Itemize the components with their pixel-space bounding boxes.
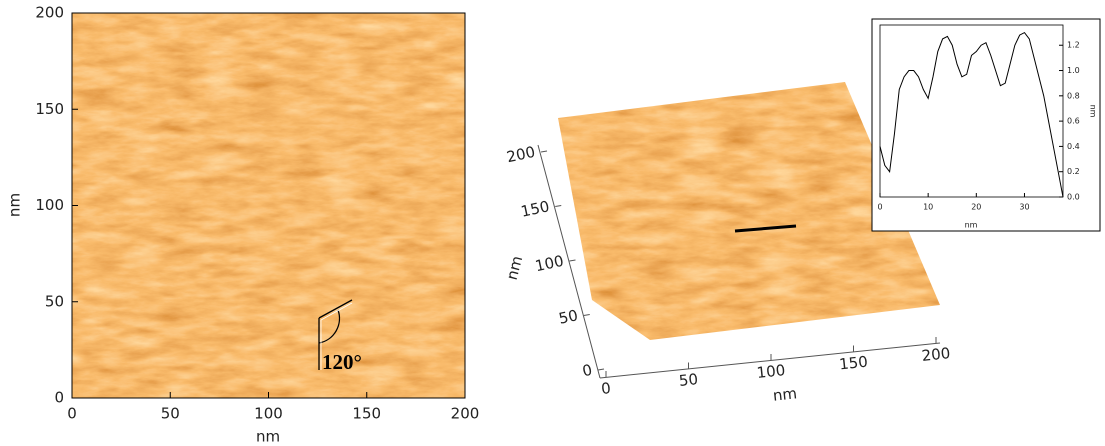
x-tick-label-3d: 50 (678, 370, 699, 390)
y-tick-3d (555, 206, 561, 207)
y-tick-label: 50 (45, 292, 64, 310)
x-tick-label-3d: 150 (838, 353, 868, 374)
x-tick-label: 100 (254, 405, 283, 423)
inset-x-tick-label: 30 (1019, 203, 1029, 212)
inset-y-label: nm (1089, 105, 1098, 118)
y-tick-label-3d: 150 (519, 197, 551, 221)
y-tick-label-3d: 50 (557, 306, 579, 328)
y-tick-3d (541, 151, 547, 152)
inset-y-tick-label: 0.6 (1067, 117, 1080, 126)
y-tick-3d (584, 315, 590, 316)
x-tick-label-3d: 0 (600, 379, 611, 398)
figure: 120° nm nm nm nm nm nm 05010015020005010… (0, 0, 1105, 446)
x-tick-label: 0 (67, 405, 77, 423)
y-tick-label: 0 (54, 389, 64, 407)
y-tick-label-3d: 100 (534, 252, 566, 276)
inset-y-tick-label: 0.2 (1067, 167, 1080, 176)
x-tick-label-3d: 100 (756, 361, 786, 382)
inset-y-tick-label: 0.8 (1067, 91, 1080, 100)
angle-label: 120° (322, 350, 362, 374)
y-axis-label: nm (6, 193, 24, 217)
inset-y-tick-label: 0.0 (1067, 193, 1080, 202)
inset-y-tick-label: 1.2 (1067, 41, 1080, 50)
y-tick-label: 150 (35, 100, 64, 118)
x-axis-label-3d: nm (772, 384, 798, 404)
inset-x-tick-label: 20 (971, 203, 981, 212)
x-tick-label: 150 (352, 405, 381, 423)
x-tick-label: 200 (451, 405, 480, 423)
y-tick-label: 100 (35, 196, 64, 214)
inset-x-tick-label: 10 (923, 203, 933, 212)
inset-x-tick-label: 0 (877, 203, 882, 212)
afm-image (72, 13, 465, 398)
inset-frame (872, 19, 1100, 231)
y-axis-label-3d: nm (503, 254, 527, 282)
x-axis-label: nm (256, 428, 280, 446)
y-tick-3d (570, 260, 576, 261)
x-tick-label-3d: 200 (921, 344, 951, 365)
y-tick-label-3d: 200 (505, 143, 537, 167)
inset-x-label: nm (965, 221, 978, 230)
x-tick-label: 50 (161, 405, 180, 423)
inset-y-tick-label: 0.4 (1067, 142, 1080, 151)
y-tick-label: 200 (35, 4, 64, 22)
inset-y-tick-label: 1.0 (1067, 66, 1080, 75)
y-tick-3d (598, 369, 604, 370)
y-tick-label-3d: 0 (581, 361, 594, 381)
